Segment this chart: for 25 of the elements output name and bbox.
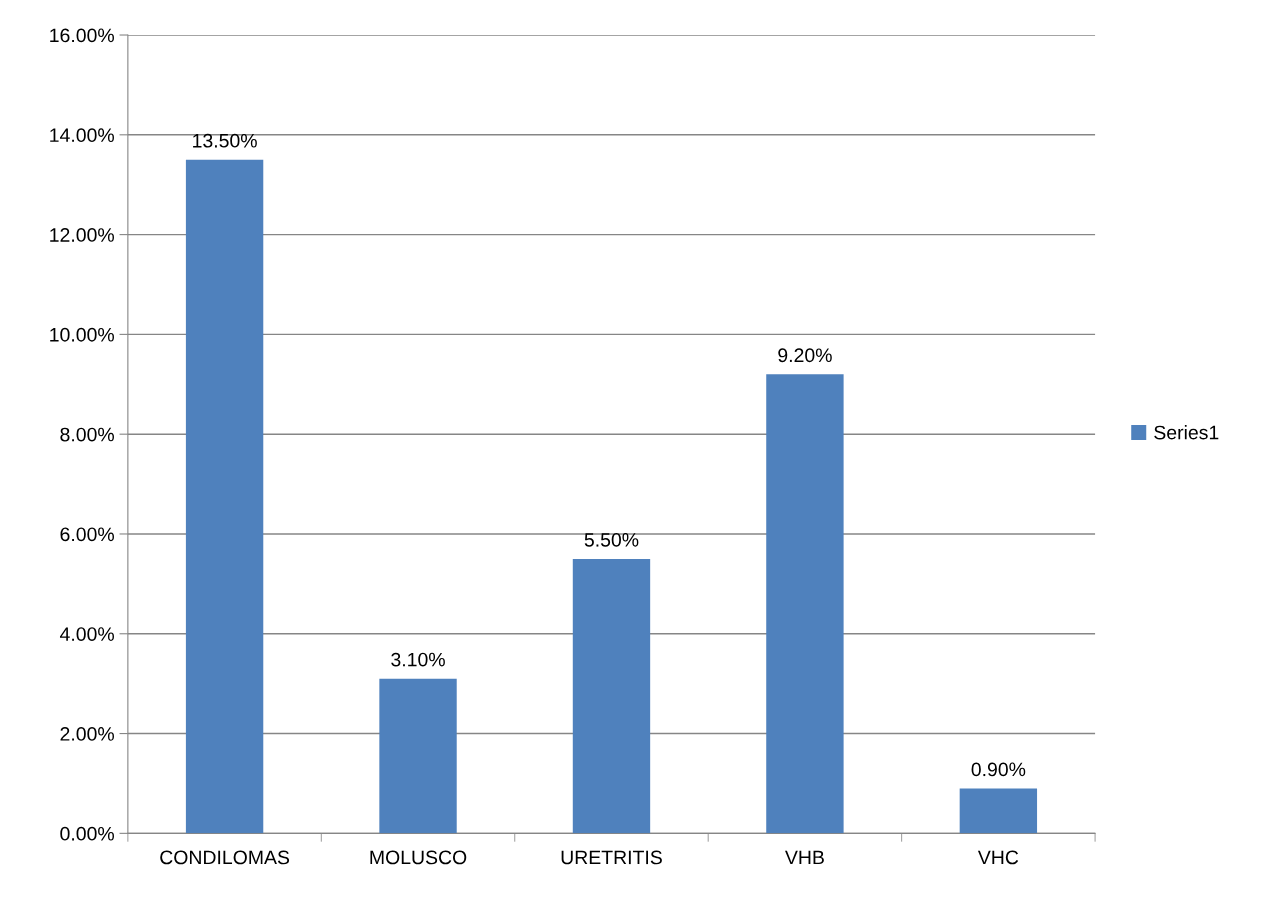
- bar: [766, 374, 844, 834]
- y-tick-label: 0.00%: [60, 826, 114, 841]
- y-tick-label: 2.00%: [60, 727, 114, 741]
- data-label: 13.50%: [193, 133, 257, 148]
- y-tick-label: 6.00%: [60, 527, 114, 542]
- y-tick-label: 16.00%: [50, 28, 114, 43]
- y-tick-label: 12.00%: [50, 228, 114, 242]
- y-tick-label: 10.00%: [50, 327, 114, 342]
- bar: [572, 558, 651, 834]
- data-label: 5.50%: [584, 532, 639, 547]
- data-label: 9.20%: [778, 348, 832, 363]
- bar: [379, 678, 457, 834]
- x-tick-label: CONDILOMAS: [160, 850, 290, 865]
- data-label: 0.90%: [971, 762, 1026, 777]
- x-tick-label: VHB: [785, 850, 824, 865]
- legend-label: Series1: [1154, 425, 1219, 440]
- y-tick-label: 8.00%: [60, 427, 114, 442]
- bar: [959, 788, 1038, 834]
- x-tick-label: URETRITIS: [561, 850, 662, 865]
- bar: [185, 159, 264, 834]
- y-tick-label: 4.00%: [59, 627, 114, 641]
- x-tick-label: MOLUSCO: [370, 850, 467, 865]
- x-tick-label: VHC: [977, 850, 1019, 865]
- data-label: 3.10%: [391, 652, 445, 667]
- y-tick-label: 14.00%: [50, 128, 114, 143]
